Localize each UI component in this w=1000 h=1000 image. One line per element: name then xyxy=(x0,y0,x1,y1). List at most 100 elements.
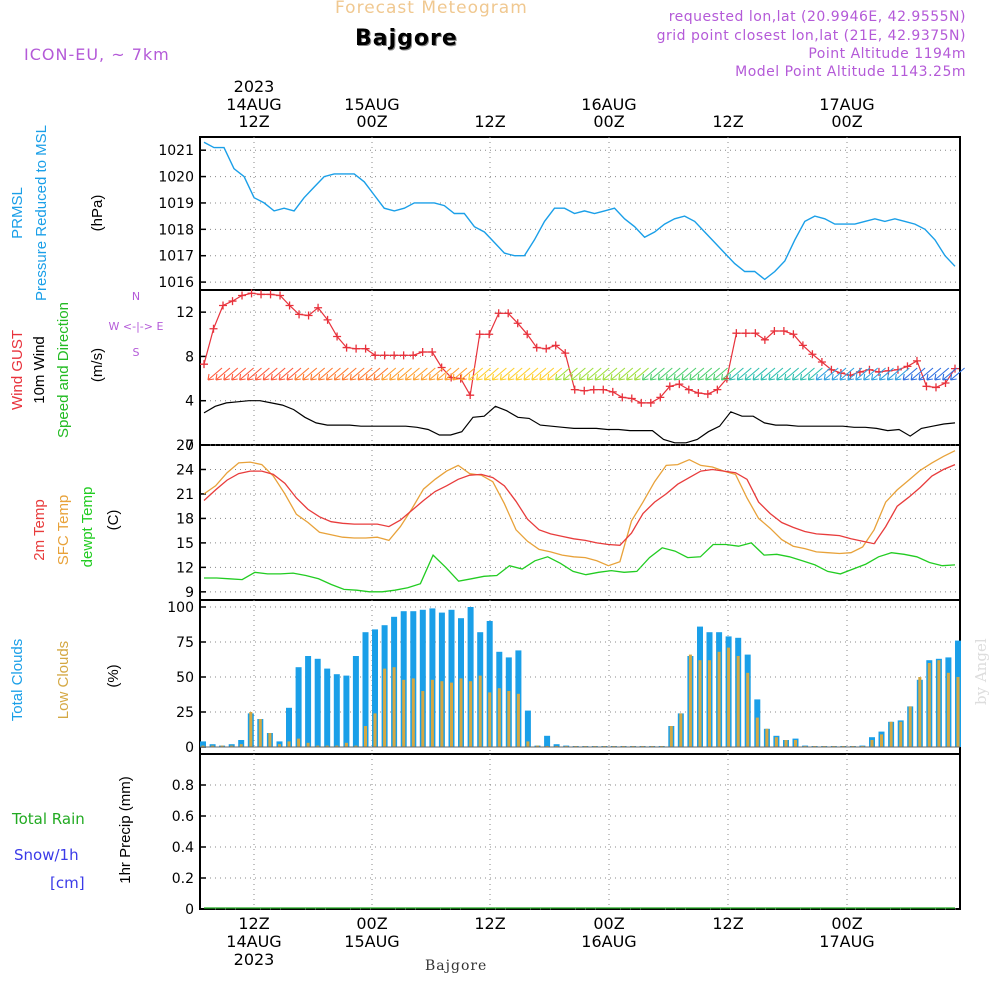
wind-label: 10m Wind xyxy=(31,336,48,404)
wind-direction-arrow xyxy=(878,367,894,381)
gust-marker xyxy=(732,329,741,338)
low-cloud-bar xyxy=(220,745,224,747)
sfc-temp-label: SFC Temp xyxy=(55,495,72,566)
gust-marker xyxy=(789,330,798,339)
gust-label: Wind GUST xyxy=(9,330,26,410)
wind-direction-arrow xyxy=(720,367,736,381)
y-tick-label: 1021 xyxy=(158,143,194,159)
wind-direction-arrow xyxy=(468,367,484,381)
y-tick-label: 0.2 xyxy=(172,871,194,887)
y-tick-label: 24 xyxy=(176,462,194,478)
wind-direction-arrow xyxy=(634,367,649,381)
y-tick-label: 12 xyxy=(176,560,194,576)
model-altitude: Model Point Altitude 1143.25m xyxy=(735,64,966,80)
pressure-label-1: PRMSL xyxy=(9,187,26,239)
wind-direction-arrow xyxy=(918,367,934,381)
bottom-hour-label: 12Z xyxy=(712,914,743,933)
wind-direction-arrow xyxy=(910,367,926,381)
dewpoint-line xyxy=(204,542,956,593)
top-hour-label: 12Z xyxy=(238,112,269,131)
total-cloud-bar xyxy=(352,656,359,747)
total-cloud-bar xyxy=(467,607,474,747)
wind-direction-arrow xyxy=(310,367,326,381)
wind-direction-arrow xyxy=(483,367,499,381)
wind-direction-arrow xyxy=(491,367,507,381)
total-cloud-bar xyxy=(324,668,331,747)
wind-direction-arrow xyxy=(752,367,768,381)
gust-marker xyxy=(228,297,237,306)
y-tick-label: 100 xyxy=(167,600,194,616)
gust-marker xyxy=(219,301,228,310)
watermark: by Angel xyxy=(972,638,990,705)
gust-marker xyxy=(523,330,532,339)
wind-direction-label: Speed and Direction xyxy=(55,302,72,438)
gust-marker xyxy=(608,387,617,396)
low-cloud-bar xyxy=(870,740,874,747)
low-cloud-bar xyxy=(201,745,205,747)
wind-direction-arrow xyxy=(713,367,728,381)
gust-marker xyxy=(665,382,674,391)
bottom-date-label: 16AUG xyxy=(581,932,636,951)
wind-direction-arrow xyxy=(365,367,381,381)
total-cloud-bar xyxy=(362,632,369,747)
gust-marker xyxy=(751,329,760,338)
gust-marker xyxy=(912,356,921,365)
gust-marker xyxy=(561,349,570,358)
low-cloud-bar xyxy=(268,733,272,747)
top-hour-label: 12Z xyxy=(474,112,505,131)
low-cloud-bar xyxy=(497,688,501,747)
total-cloud-bar xyxy=(486,621,493,747)
y-tick-label: 1018 xyxy=(158,222,194,238)
precip-axis-label: 1hr Precip (mm) xyxy=(117,776,134,884)
low-cloud-bar xyxy=(306,742,310,747)
low-cloud-bar xyxy=(230,745,234,747)
gust-marker xyxy=(390,351,399,360)
gust-marker xyxy=(798,341,807,350)
wind-direction-arrow xyxy=(404,367,420,381)
low-cloud-bar xyxy=(297,738,301,747)
wind-direction-arrow xyxy=(815,367,831,381)
gust-marker xyxy=(276,291,285,300)
gust-marker xyxy=(675,380,684,389)
wind-direction-arrow xyxy=(855,367,871,381)
top-hour-label: 00Z xyxy=(593,112,624,131)
model-label: ICON-EU, ~ 7km xyxy=(24,45,170,64)
low-cloud-bar xyxy=(736,656,740,747)
low-cloud-bar xyxy=(774,737,778,747)
low-cloud-bar xyxy=(927,663,931,747)
total-cloud-bar xyxy=(305,656,312,747)
gust-marker xyxy=(342,343,351,352)
low-cloud-bar xyxy=(450,682,453,747)
low-cloud-bar xyxy=(880,734,883,747)
wind-direction-arrow xyxy=(807,367,823,381)
wind-direction-arrow xyxy=(602,367,618,381)
low-cloud-bar xyxy=(278,744,281,747)
wind-direction-arrow xyxy=(515,367,531,381)
gust-marker xyxy=(428,348,437,356)
y-tick-label: 21 xyxy=(176,487,194,503)
total-cloud-bar xyxy=(343,675,350,747)
gust-marker xyxy=(770,326,779,335)
cloud-unit: (%) xyxy=(105,664,122,687)
wind-direction-arrow xyxy=(302,367,318,381)
low-cloud-bar xyxy=(727,647,731,747)
wind-speed-line xyxy=(203,400,956,444)
gust-marker xyxy=(694,388,703,397)
low-cloud-bar xyxy=(536,745,539,747)
wind-direction-arrow xyxy=(278,367,294,381)
gust-marker xyxy=(314,303,323,312)
low-cloud-bar xyxy=(478,675,482,747)
low-cloud-bar xyxy=(698,660,702,747)
total-cloud-bar xyxy=(200,741,206,747)
wind-direction-arrow xyxy=(626,367,642,381)
wind-direction-arrow xyxy=(476,367,491,381)
low-cloud-bar xyxy=(899,721,903,747)
wind-direction-arrow xyxy=(381,367,397,381)
top-date-label: 16AUG xyxy=(581,95,636,114)
bottom-hour-label: 12Z xyxy=(238,914,269,933)
wind-direction-arrow xyxy=(657,367,673,381)
wind-direction-arrow xyxy=(689,367,705,381)
panel-frame-pressure xyxy=(199,136,961,291)
top-date-label: 14AUG xyxy=(226,95,281,114)
wind-direction-arrow xyxy=(823,367,839,381)
